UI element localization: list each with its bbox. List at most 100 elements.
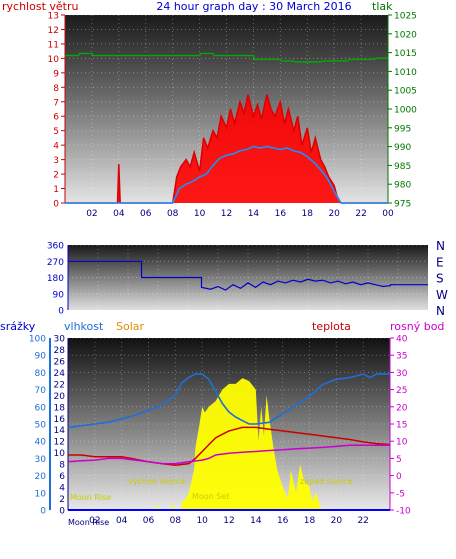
direction-tick-label: 90 <box>53 290 65 300</box>
moon-rise-annotation: Moon Rise <box>70 493 111 502</box>
pressure-tick-label: 990 <box>394 143 411 153</box>
pressure-tick-label: 1000 <box>394 106 417 116</box>
x-tick-label: 20 <box>328 209 340 219</box>
rain-tick-label: 14 <box>54 426 66 436</box>
direction-tick-label: 0 <box>58 307 64 317</box>
temperature-tick-label: 30 <box>396 369 408 379</box>
temperature-tick-label: 5 <box>396 455 402 465</box>
temperature-tick-label: -10 <box>396 507 411 517</box>
humidity-tick-label: 90 <box>35 352 47 362</box>
dewpoint-line <box>67 444 390 465</box>
rain-axis-title: srážky <box>0 320 36 333</box>
humidity-tick-label: 70 <box>35 386 47 396</box>
pressure-tick-label: 1020 <box>394 30 417 40</box>
direction-tick-label: 270 <box>47 258 64 268</box>
temperature-tick-label: 0 <box>396 472 402 482</box>
rain-tick-label: 20 <box>54 392 66 402</box>
direction-tick-label: 180 <box>47 274 64 284</box>
humidity-tick-label: 30 <box>35 455 47 465</box>
x-tick-label: 14 <box>248 209 260 219</box>
x-tick-label: 10 <box>196 516 208 526</box>
x-tick-label: 18 <box>304 516 316 526</box>
pressure-tick-label: 995 <box>394 124 411 134</box>
moon-rise-marker: Moon Rise <box>68 518 109 527</box>
x-tick-label: 22 <box>357 516 368 526</box>
x-tick-label: 20 <box>331 516 343 526</box>
wind-speed-tick-label: 12 <box>48 26 59 36</box>
x-tick-label: 04 <box>116 516 128 526</box>
wind-speed-tick-label: 0 <box>53 200 59 210</box>
x-tick-label: 08 <box>170 516 182 526</box>
wind-speed-tick-label: 1 <box>53 185 59 195</box>
humidity-tick-label: 0 <box>40 507 46 517</box>
x-tick-label: 14 <box>250 516 262 526</box>
pressure-tick-label: 980 <box>394 181 411 191</box>
temperature-tick-label: -5 <box>396 489 405 499</box>
moon-set-annotation: Moon Set <box>192 492 229 501</box>
x-tick-label: 16 <box>277 516 289 526</box>
wind-speed-tick-label: 2 <box>53 171 59 181</box>
rain-tick-label: 16 <box>54 415 66 425</box>
humidity-line <box>67 373 390 429</box>
rain-tick-label: 22 <box>54 380 65 390</box>
rain-tick-label: 10 <box>54 449 66 459</box>
x-tick-label: 02 <box>89 516 100 526</box>
wind-gust-area <box>65 94 388 203</box>
x-tick-label: 00 <box>382 209 394 219</box>
humidity-tick-label: 60 <box>35 403 47 413</box>
x-tick-label: 12 <box>221 209 232 219</box>
wind-speed-axis-title: rychlost větru <box>2 0 78 13</box>
temperature-tick-label: 35 <box>396 352 407 362</box>
pressure-axis-title: tlak <box>372 0 393 13</box>
temperature-tick-label: 10 <box>396 438 408 448</box>
rain-tick-label: 12 <box>54 438 65 448</box>
humidity-tick-label: 50 <box>35 421 47 431</box>
temperature-line <box>68 426 391 467</box>
compass-label: W <box>436 288 448 302</box>
temperature-tick-label: 40 <box>396 335 408 345</box>
wind-speed-tick-label: 7 <box>53 98 59 108</box>
compass-label: N <box>436 239 445 253</box>
wind-speed-tick-label: 3 <box>53 156 59 166</box>
rain-tick-label: 18 <box>54 403 66 413</box>
humidity-axis-title: vlhkost <box>64 320 104 333</box>
rain-tick-label: 24 <box>54 369 66 379</box>
wind-speed-tick-label: 9 <box>53 69 59 79</box>
temperature-axis-title: teplota <box>312 320 351 333</box>
compass-label: S <box>436 272 444 286</box>
wind-direction-line <box>68 260 428 291</box>
sunrise-annotation: východ slunce <box>128 477 185 486</box>
rain-tick-label: 2 <box>59 495 65 505</box>
compass-label: E <box>436 255 444 269</box>
rain-tick-label: 28 <box>54 346 66 356</box>
chart-title: 24 hour graph day : 30 March 2016 <box>156 0 351 13</box>
dewpoint-axis-title: rosný bod <box>390 320 444 333</box>
wind-speed-tick-label: 10 <box>48 55 60 65</box>
x-tick-label: 06 <box>140 209 152 219</box>
pressure-line <box>65 52 388 63</box>
temperature-tick-label: 25 <box>396 386 407 396</box>
rain-tick-label: 30 <box>54 335 66 345</box>
rain-tick-label: 8 <box>59 461 65 471</box>
x-tick-label: 16 <box>275 209 287 219</box>
pressure-tick-label: 985 <box>394 162 411 172</box>
x-tick-label: 04 <box>113 209 125 219</box>
compass-label: N <box>436 304 445 318</box>
humidity-tick-label: 80 <box>35 369 47 379</box>
pressure-tick-label: 1015 <box>394 49 417 59</box>
humidity-tick-label: 40 <box>35 438 47 448</box>
pressure-tick-label: 1005 <box>394 87 417 97</box>
x-tick-label: 06 <box>143 516 155 526</box>
humidity-tick-label: 100 <box>29 335 46 345</box>
x-tick-label: 08 <box>167 209 179 219</box>
x-tick-label: 02 <box>86 209 97 219</box>
solar-axis-title: Solar <box>116 320 145 333</box>
sunset-annotation: západ slunce <box>300 477 353 486</box>
rain-tick-label: 26 <box>54 357 66 367</box>
rain-tick-label: 0 <box>59 507 65 517</box>
wind-speed-tick-label: 4 <box>53 142 59 152</box>
x-tick-label: 18 <box>302 209 314 219</box>
x-tick-label: 22 <box>355 209 366 219</box>
